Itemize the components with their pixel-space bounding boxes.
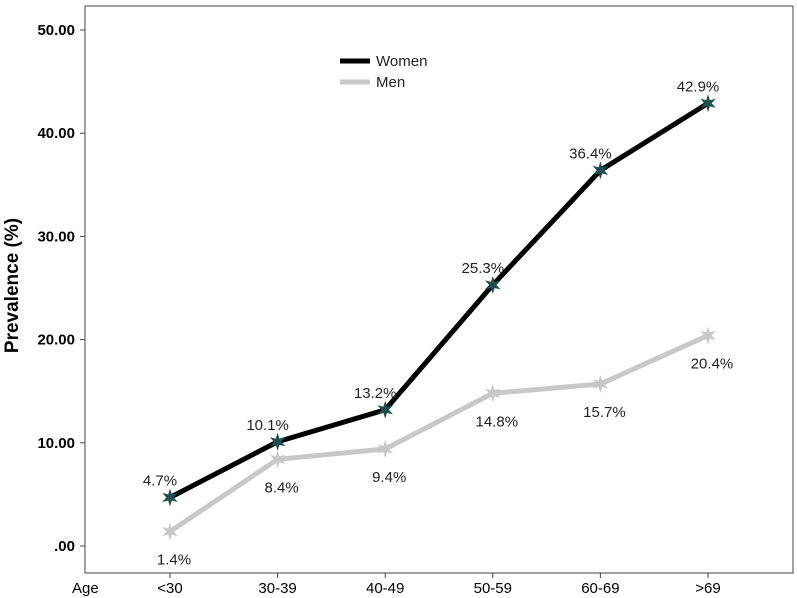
y-tick-label: 30.00 <box>37 228 75 245</box>
series-women <box>162 94 716 507</box>
series-line-men <box>167 332 711 535</box>
x-tick-label: <30 <box>157 580 182 597</box>
legend-label: Women <box>376 53 427 70</box>
axes: .00 10.00 20.00 30.00 40.00 50.00 Prevalence (… <box>2 5 794 597</box>
data-point-men <box>269 450 286 469</box>
plot-frame <box>84 6 794 574</box>
y-tick-label: .00 <box>54 538 75 555</box>
series-layer <box>162 94 716 541</box>
data-point-women <box>484 275 501 294</box>
data-label-women: 13.2% <box>354 385 397 402</box>
legend-label: Men <box>376 74 405 91</box>
y-tick-label: 10.00 <box>37 435 75 452</box>
data-point-women <box>592 161 609 180</box>
x-axis-label: Age <box>72 580 99 597</box>
data-label-men: 8.4% <box>264 479 298 496</box>
legend-item-men: Men <box>340 74 405 91</box>
x-tick-label: 60-69 <box>581 580 619 597</box>
data-label-women: 25.3% <box>462 260 505 277</box>
x-tick-label: 50-59 <box>474 580 512 597</box>
data-label-women: 10.1% <box>246 417 289 434</box>
y-tick-label: 20.00 <box>37 332 75 349</box>
data-labels: 4.7% 10.1% 13.2% 25.3% 36.4% 42.9% 1.4% 8.4% 9.4… <box>143 78 733 568</box>
data-point-men <box>162 522 178 541</box>
data-label-men: 20.4% <box>691 355 734 372</box>
series-line-women <box>167 100 711 500</box>
x-tick-label: 30-39 <box>258 580 296 597</box>
y-tick-label: 50.00 <box>37 22 75 39</box>
x-tick-label: 40-49 <box>366 580 404 597</box>
data-point-men <box>377 439 394 459</box>
y-tick-label: 40.00 <box>37 125 75 142</box>
data-label-men: 14.8% <box>476 413 519 430</box>
data-label-men: 9.4% <box>372 469 406 486</box>
series-men <box>162 326 716 541</box>
data-point-women <box>377 400 394 419</box>
data-label-women: 36.4% <box>569 145 612 162</box>
data-point-women <box>162 488 178 507</box>
y-axis-label: Prevalence (%) <box>2 218 23 353</box>
legend: Women Men <box>340 53 427 91</box>
data-label-men: 1.4% <box>157 552 191 569</box>
data-label-women: 42.9% <box>677 78 720 95</box>
data-label-men: 15.7% <box>583 404 626 421</box>
data-point-men <box>592 374 609 394</box>
data-point-men <box>484 384 501 403</box>
data-point-men <box>700 326 716 345</box>
data-label-women: 4.7% <box>143 472 177 489</box>
legend-item-women: Women <box>340 53 427 70</box>
data-point-women <box>269 432 286 451</box>
x-tick-label: >69 <box>695 580 720 597</box>
data-point-women <box>700 94 716 113</box>
